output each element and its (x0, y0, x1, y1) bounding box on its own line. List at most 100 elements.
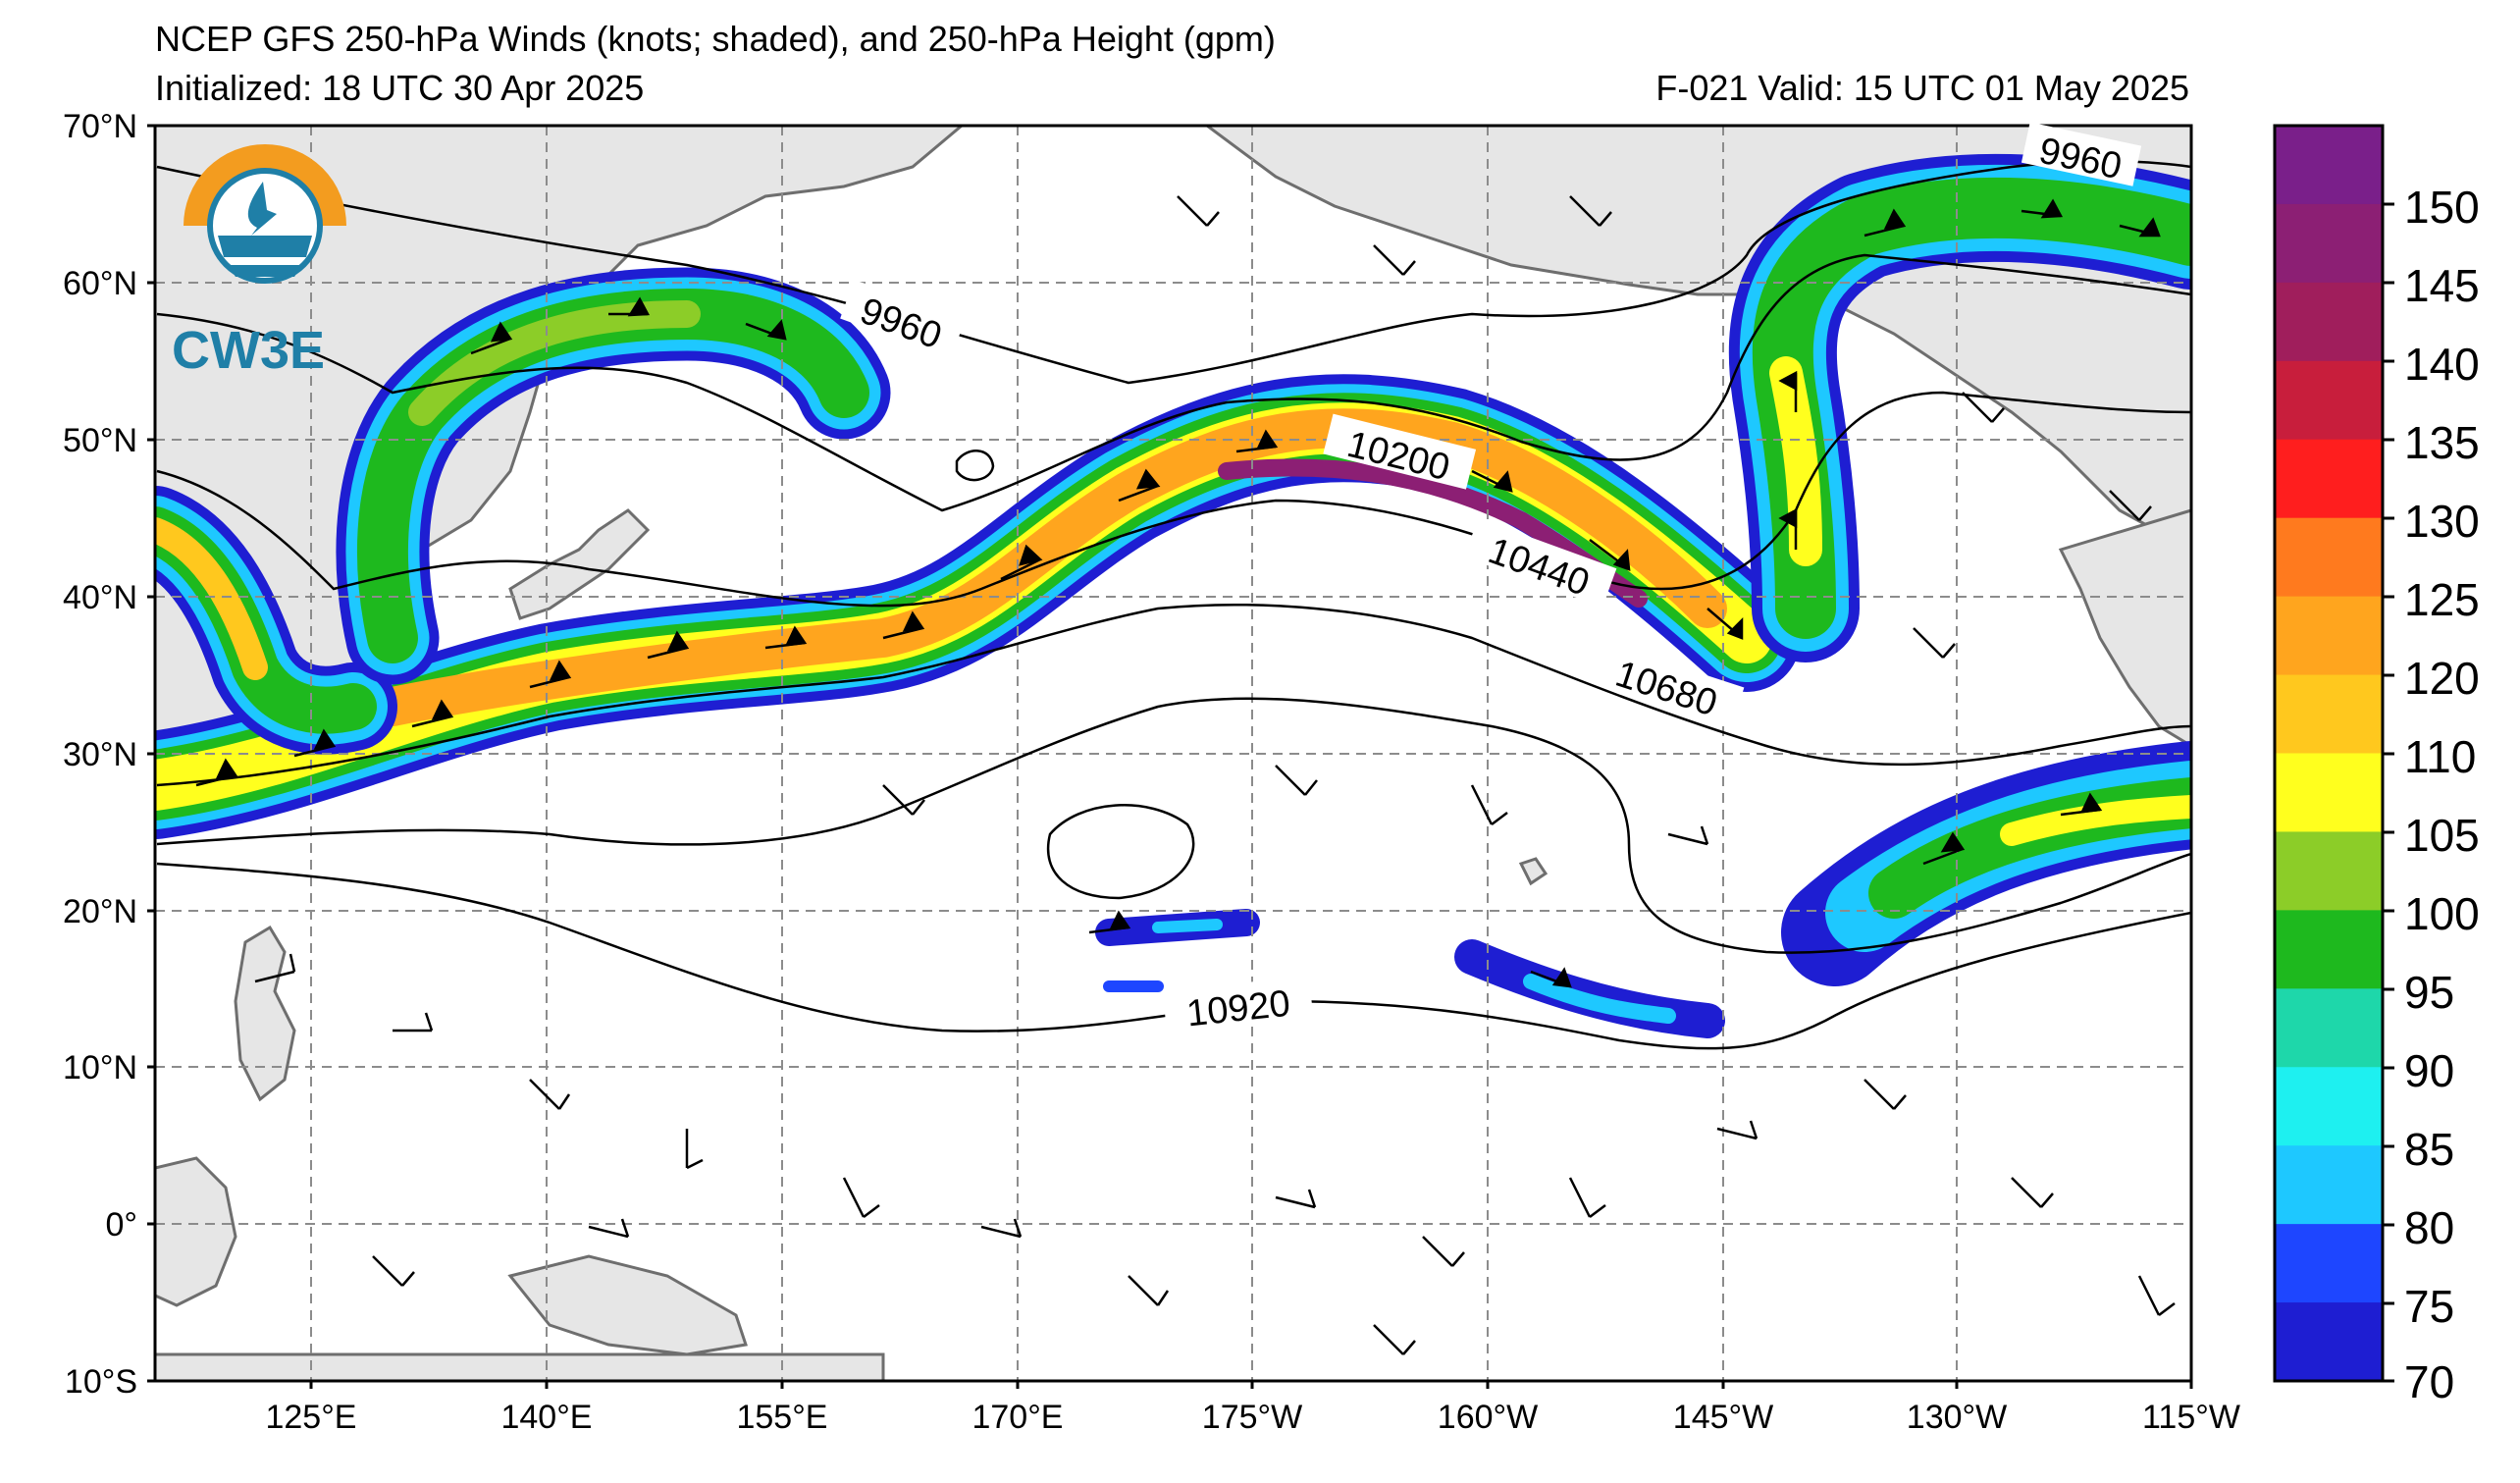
lat-label: 0° (105, 1206, 137, 1244)
barb (2060, 792, 2103, 817)
colorbar-swatch (2275, 1145, 2383, 1225)
jet-subtropical-east (1781, 741, 2191, 986)
lat-label: 40°N (63, 579, 137, 616)
lat-label: 60°N (63, 265, 137, 302)
colorbar-tick-label: 135 (2404, 417, 2480, 468)
colorbar-swatch (2275, 988, 2383, 1068)
colorbar-tick-label: 85 (2404, 1124, 2454, 1175)
init-time: Initialized: 18 UTC 30 Apr 2025 (155, 68, 645, 108)
cw3e-logo: CW3E (172, 144, 346, 380)
colorbar-swatch (2275, 910, 2383, 989)
colorbar-tick-label: 75 (2404, 1281, 2454, 1332)
barb (745, 319, 787, 341)
axis-ticks (147, 124, 2193, 1389)
barb (1000, 544, 1043, 581)
colorbar-tick-label: 120 (2404, 653, 2480, 704)
lon-label: 175°W (1202, 1399, 1302, 1436)
colorbar-swatch (2275, 1302, 2383, 1382)
lat-label: 70°N (63, 108, 137, 145)
jet-main (155, 374, 1801, 839)
lon-label: 155°E (736, 1399, 827, 1436)
barb (195, 758, 238, 787)
barb (1778, 370, 1798, 412)
lon-label: 145°W (1673, 1399, 1773, 1436)
lon-label: 125°E (265, 1399, 356, 1436)
colorbar-tick-label: 125 (2404, 574, 2480, 625)
contour-10200 (156, 253, 2191, 512)
barb (1530, 967, 1572, 988)
contour-closed-low (955, 450, 995, 482)
barb (1118, 468, 1161, 503)
australia-land (155, 1352, 885, 1381)
barb (1589, 539, 1631, 571)
colorbar-tick-label: 70 (2404, 1356, 2454, 1407)
contour-10680 (156, 604, 2191, 787)
barb-light-group (254, 195, 2176, 1355)
colorbar-swatch (2275, 517, 2383, 598)
lat-label: 30°N (63, 736, 137, 773)
logo-text: CW3E (172, 321, 325, 380)
colorbar-swatch (2275, 1224, 2383, 1303)
colorbar-swatch (2275, 126, 2383, 205)
contour-10440 (156, 391, 2191, 608)
contour-10800 (156, 697, 2191, 954)
barb (764, 625, 808, 650)
barb (1706, 608, 1744, 640)
barb (1088, 910, 1131, 934)
barb (1864, 208, 1907, 238)
barb (1471, 469, 1513, 493)
barb (1922, 831, 1966, 866)
colorbar (2275, 126, 2383, 1382)
colorbar-tick-label: 130 (2404, 496, 2480, 547)
barb (608, 296, 651, 317)
barb (2021, 198, 2064, 219)
colorbar-tick-label: 150 (2404, 182, 2480, 233)
lon-label: 130°W (1907, 1399, 2007, 1436)
colorbar-swatch (2275, 203, 2383, 284)
japan-land (508, 508, 651, 620)
colorbar-tick-label: 90 (2404, 1045, 2454, 1096)
barb (293, 728, 337, 758)
contour-9960 (156, 159, 2191, 385)
longitude-labels: 125°E 140°E 155°E 170°E 175°W 160°W 145°… (265, 1399, 2239, 1436)
lon-label: 160°W (1438, 1399, 1538, 1436)
jet-subtropical-patches (1095, 909, 1725, 1038)
barb (470, 321, 513, 355)
north-america-land (2058, 508, 2191, 748)
colorbar-swatch (2275, 831, 2383, 911)
colorbar-tick-label: 140 (2404, 339, 2480, 390)
latitude-labels: 70°N 60°N 50°N 40°N 30°N 20°N 10°N 0° 10… (63, 108, 137, 1401)
lon-label: 140°E (500, 1399, 592, 1436)
colorbar-swatch (2275, 674, 2383, 754)
barb (411, 699, 454, 728)
new-guinea-land (507, 1254, 748, 1356)
barb (2119, 217, 2161, 238)
colorbar-tick-label: 110 (2404, 731, 2476, 782)
philippines-land (234, 925, 296, 1102)
wind-barbs (195, 195, 2176, 1355)
hawaii-land (1518, 857, 1549, 886)
lat-label: 10°N (63, 1049, 137, 1086)
colorbar-swatch (2275, 753, 2383, 832)
colorbar-swatch (2275, 282, 2383, 362)
contour-closed-high (1046, 804, 1195, 900)
colorbar-ticks (2383, 202, 2394, 1383)
lat-label: 10°S (65, 1363, 137, 1401)
barb (647, 630, 690, 660)
lat-label: 50°N (63, 422, 137, 459)
colorbar-labels: 150 145 140 135 130 125 120 110 105 100 … (2404, 182, 2480, 1407)
colorbar-swatch (2275, 439, 2383, 519)
colorbar-swatch (2275, 596, 2383, 676)
valid-time: F-021 Valid: 15 UTC 01 May 2025 (1655, 68, 2189, 108)
barb (529, 660, 572, 689)
colorbar-tick-label: 95 (2404, 967, 2454, 1018)
lon-label: 115°W (2142, 1399, 2240, 1436)
colorbar-tick-label: 145 (2404, 260, 2480, 311)
barb (1778, 507, 1798, 550)
wind-speed-shading (155, 153, 2191, 1038)
colorbar-tick-label: 105 (2404, 810, 2480, 861)
barb (882, 610, 925, 640)
colorbar-tick-label: 80 (2404, 1202, 2454, 1253)
jet-kuroshio-hook (155, 486, 397, 755)
